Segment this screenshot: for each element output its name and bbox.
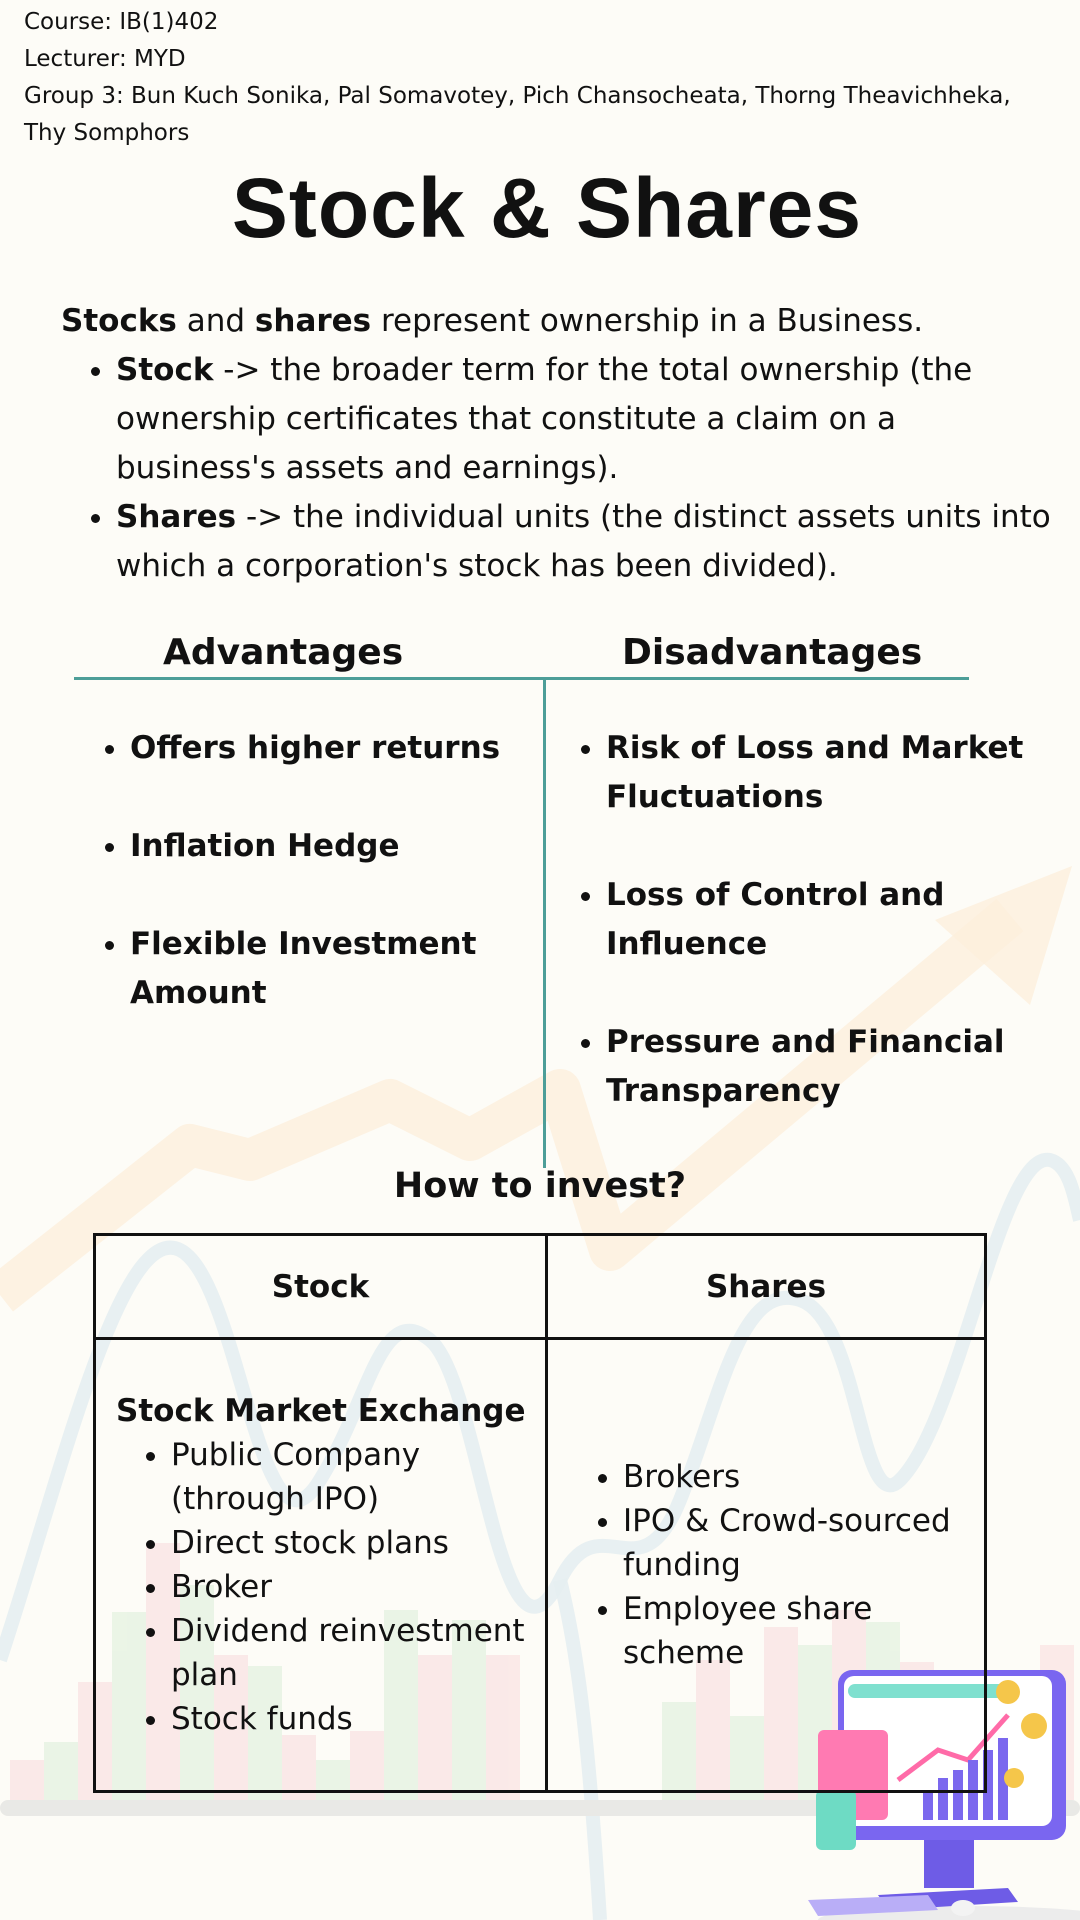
disadvantages-list: Risk of Loss and Market Fluctuations Los… <box>574 724 1046 1165</box>
stock-methods-list: Public Company (through IPO) Direct stoc… <box>116 1433 535 1741</box>
t-chart-vertical-divider <box>543 678 546 1168</box>
trend-arrowhead-decoration <box>935 866 1072 1005</box>
stock-market-exchange-heading: Stock Market Exchange <box>116 1393 526 1429</box>
shares-methods-list: Brokers IPO & Crowd-sourced funding Empl… <box>578 1455 974 1675</box>
disadvantage-item: Pressure and Financial Transparency <box>606 1018 1046 1116</box>
invest-table: Stock Shares Stock Market Exchange Publi… <box>93 1233 987 1793</box>
intro-rest: represent ownership in a Business. <box>371 303 924 339</box>
shares-methods-cell: Brokers IPO & Crowd-sourced funding Empl… <box>545 1337 987 1793</box>
column-header-shares: Shares <box>545 1233 987 1340</box>
intro-term-shares: shares <box>254 303 372 339</box>
intro-and: and <box>176 303 255 339</box>
definition-stock: Stock -> the broader term for the total … <box>116 346 1061 493</box>
floor-line-decoration <box>0 1800 1080 1816</box>
intro-term-stocks: Stocks <box>61 303 177 339</box>
stock-methods-cell: Stock Market Exchange Public Company (th… <box>93 1337 548 1793</box>
disadvantage-item: Loss of Control and Influence <box>606 871 1046 969</box>
advantages-heading: Advantages <box>163 632 404 673</box>
disadvantage-item: Risk of Loss and Market Fluctuations <box>606 724 1046 822</box>
list-item: Employee share scheme <box>623 1587 974 1675</box>
course-info: Course: IB(1)402 Lecturer: MYD Group 3: … <box>24 4 1064 152</box>
page-title: Stock & Shares <box>231 161 863 255</box>
definition-list: Stock -> the broader term for the total … <box>61 346 1061 591</box>
definition-term: Stock <box>116 352 214 388</box>
list-item: Dividend reinvestment plan <box>171 1609 535 1697</box>
column-header-stock: Stock <box>93 1233 548 1340</box>
list-item: Brokers <box>623 1455 974 1499</box>
definition-shares: Shares -> the individual units (the dist… <box>116 493 1061 591</box>
intro-lead: Stocks and shares represent ownership in… <box>61 297 1061 346</box>
advantage-item: Offers higher returns <box>130 724 550 773</box>
disadvantages-heading: Disadvantages <box>622 632 923 673</box>
definition-text: -> the individual units (the distinct as… <box>116 499 1051 584</box>
list-item: Broker <box>171 1565 535 1609</box>
table-row: Stock Market Exchange Public Company (th… <box>93 1337 987 1793</box>
group-members-line-2: Thy Somphors <box>24 120 190 146</box>
group-members-line: Group 3: Bun Kuch Sonika, Pal Somavotey,… <box>24 83 1011 109</box>
advantages-list: Offers higher returns Inflation Hedge Fl… <box>98 724 550 1067</box>
list-item: Stock funds <box>171 1697 535 1741</box>
table-header-row: Stock Shares <box>93 1233 987 1340</box>
advantage-item: Inflation Hedge <box>130 822 550 871</box>
course-line: Course: IB(1)402 <box>24 9 219 35</box>
list-item: IPO & Crowd-sourced funding <box>623 1499 974 1587</box>
intro-section: Stocks and shares represent ownership in… <box>61 297 1061 591</box>
lecturer-line: Lecturer: MYD <box>24 46 186 72</box>
advantage-item: Flexible Investment Amount <box>130 920 550 1018</box>
trend-arrow-decoration <box>0 898 1024 1312</box>
t-chart-horizontal-divider <box>74 677 969 680</box>
invest-heading: How to invest? <box>393 1166 687 1206</box>
list-item: Direct stock plans <box>171 1521 535 1565</box>
definition-term: Shares <box>116 499 237 535</box>
definition-text: -> the broader term for the total owners… <box>116 352 973 486</box>
list-item: Public Company (through IPO) <box>171 1433 535 1521</box>
